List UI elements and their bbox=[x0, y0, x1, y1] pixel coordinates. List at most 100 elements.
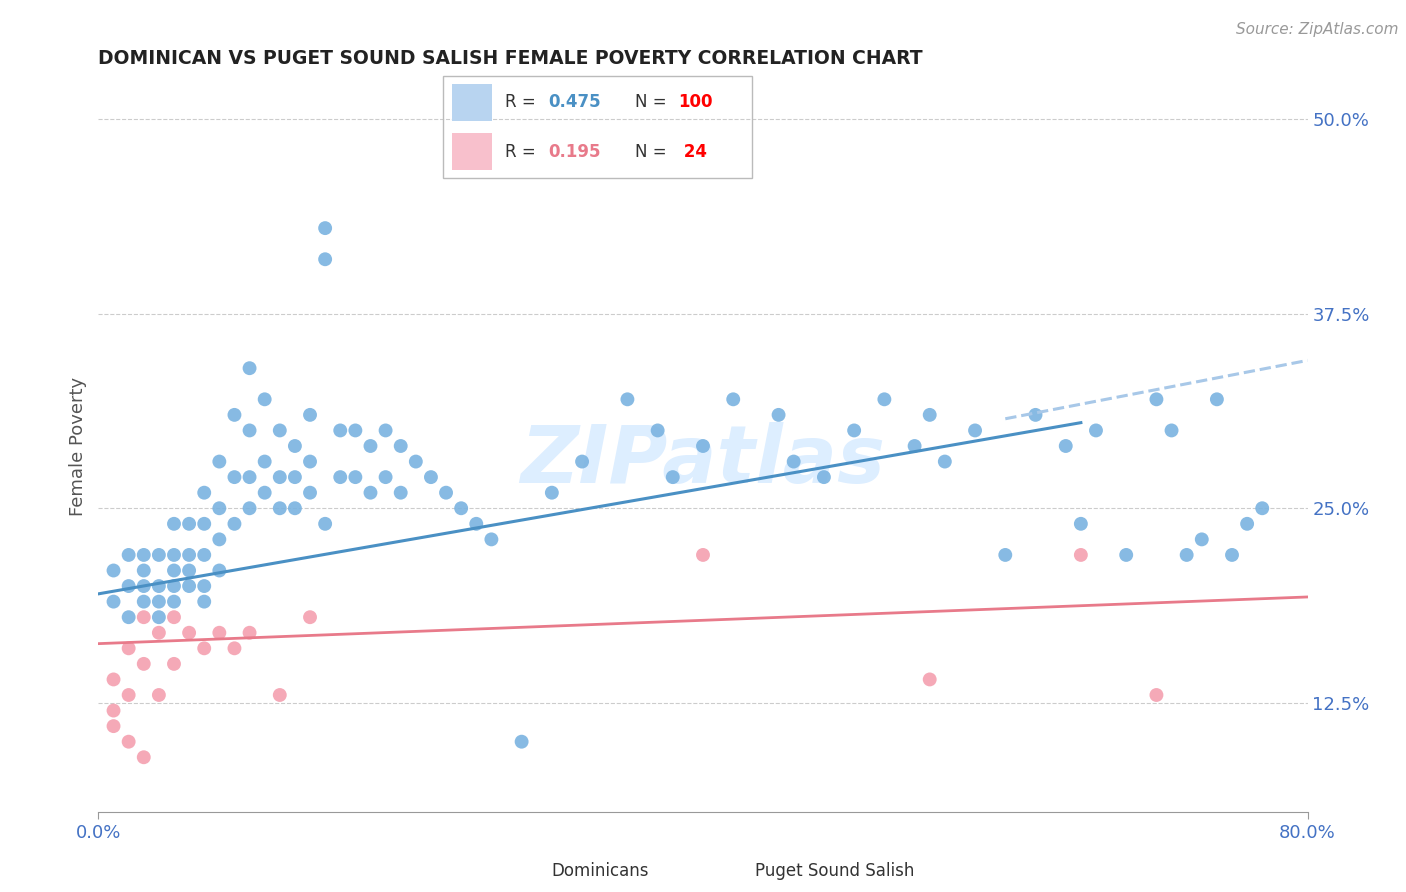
Point bbox=[208, 564, 231, 578]
Point bbox=[360, 485, 382, 500]
Point bbox=[540, 485, 562, 500]
Point bbox=[1251, 501, 1274, 516]
Point bbox=[193, 485, 215, 500]
Point bbox=[239, 501, 262, 516]
Point bbox=[148, 688, 170, 702]
Point bbox=[253, 454, 276, 468]
Point bbox=[1175, 548, 1198, 562]
Point bbox=[239, 361, 262, 376]
Point bbox=[965, 424, 987, 438]
Point bbox=[193, 548, 215, 562]
Point bbox=[148, 625, 170, 640]
Point bbox=[239, 470, 262, 484]
Point bbox=[253, 392, 276, 407]
Point bbox=[148, 610, 170, 624]
Point bbox=[269, 424, 291, 438]
Point bbox=[163, 564, 186, 578]
Point bbox=[284, 439, 307, 453]
Point bbox=[179, 516, 201, 531]
Point bbox=[1144, 688, 1167, 702]
Point bbox=[163, 657, 186, 671]
Point bbox=[103, 719, 125, 733]
Point bbox=[314, 516, 336, 531]
Text: 100: 100 bbox=[678, 94, 713, 112]
Text: DOMINICAN VS PUGET SOUND SALISH FEMALE POVERTY CORRELATION CHART: DOMINICAN VS PUGET SOUND SALISH FEMALE P… bbox=[98, 48, 924, 68]
Point bbox=[434, 485, 457, 500]
Point bbox=[481, 533, 503, 547]
Point bbox=[389, 439, 412, 453]
Text: ZIPatlas: ZIPatlas bbox=[520, 422, 886, 500]
Point bbox=[193, 641, 215, 656]
Point bbox=[193, 594, 215, 608]
Point bbox=[374, 424, 396, 438]
Point bbox=[510, 734, 533, 748]
Point bbox=[344, 424, 367, 438]
Point bbox=[148, 548, 170, 562]
Point bbox=[299, 454, 322, 468]
Point bbox=[224, 516, 246, 531]
Point bbox=[1220, 548, 1243, 562]
Bar bbox=[453, 133, 492, 170]
Point bbox=[783, 454, 806, 468]
Point bbox=[148, 594, 170, 608]
Text: R =: R = bbox=[505, 143, 541, 161]
Point bbox=[253, 485, 276, 500]
Point bbox=[329, 470, 352, 484]
Point bbox=[1144, 392, 1167, 407]
Point bbox=[844, 424, 866, 438]
Text: 0.195: 0.195 bbox=[548, 143, 600, 161]
Point bbox=[1206, 392, 1229, 407]
Point bbox=[163, 516, 186, 531]
Text: R =: R = bbox=[505, 94, 541, 112]
Point bbox=[299, 610, 322, 624]
Point bbox=[269, 501, 291, 516]
Point bbox=[647, 424, 669, 438]
Point bbox=[662, 470, 685, 484]
Point bbox=[132, 548, 155, 562]
Point bbox=[208, 625, 231, 640]
Point bbox=[723, 392, 745, 407]
Point bbox=[132, 610, 155, 624]
Point bbox=[314, 221, 336, 235]
Point bbox=[103, 704, 125, 718]
Point bbox=[118, 688, 141, 702]
Point bbox=[1085, 424, 1108, 438]
Point bbox=[1024, 408, 1046, 422]
Point bbox=[179, 548, 201, 562]
Point bbox=[269, 688, 291, 702]
Point bbox=[163, 579, 186, 593]
Point bbox=[193, 579, 215, 593]
Point bbox=[118, 579, 141, 593]
Point bbox=[284, 470, 307, 484]
Point bbox=[692, 548, 714, 562]
Point bbox=[118, 641, 141, 656]
Point bbox=[163, 548, 186, 562]
Point bbox=[118, 548, 141, 562]
Point bbox=[269, 470, 291, 484]
Point bbox=[103, 673, 125, 687]
Point bbox=[1070, 516, 1092, 531]
Point bbox=[616, 392, 638, 407]
Point bbox=[1070, 548, 1092, 562]
Point bbox=[934, 454, 956, 468]
Point bbox=[329, 424, 352, 438]
Text: Source: ZipAtlas.com: Source: ZipAtlas.com bbox=[1236, 22, 1399, 37]
Point bbox=[179, 579, 201, 593]
Text: 0.475: 0.475 bbox=[548, 94, 600, 112]
Point bbox=[239, 424, 262, 438]
Point bbox=[420, 470, 443, 484]
Point bbox=[389, 485, 412, 500]
Point bbox=[208, 533, 231, 547]
Point bbox=[284, 501, 307, 516]
Point bbox=[224, 470, 246, 484]
Point bbox=[1236, 516, 1258, 531]
Point bbox=[224, 408, 246, 422]
Point bbox=[1160, 424, 1182, 438]
Point bbox=[299, 485, 322, 500]
Y-axis label: Female Poverty: Female Poverty bbox=[69, 376, 87, 516]
Point bbox=[299, 408, 322, 422]
Point bbox=[148, 579, 170, 593]
Point bbox=[224, 641, 246, 656]
Point bbox=[163, 610, 186, 624]
Point bbox=[450, 501, 472, 516]
